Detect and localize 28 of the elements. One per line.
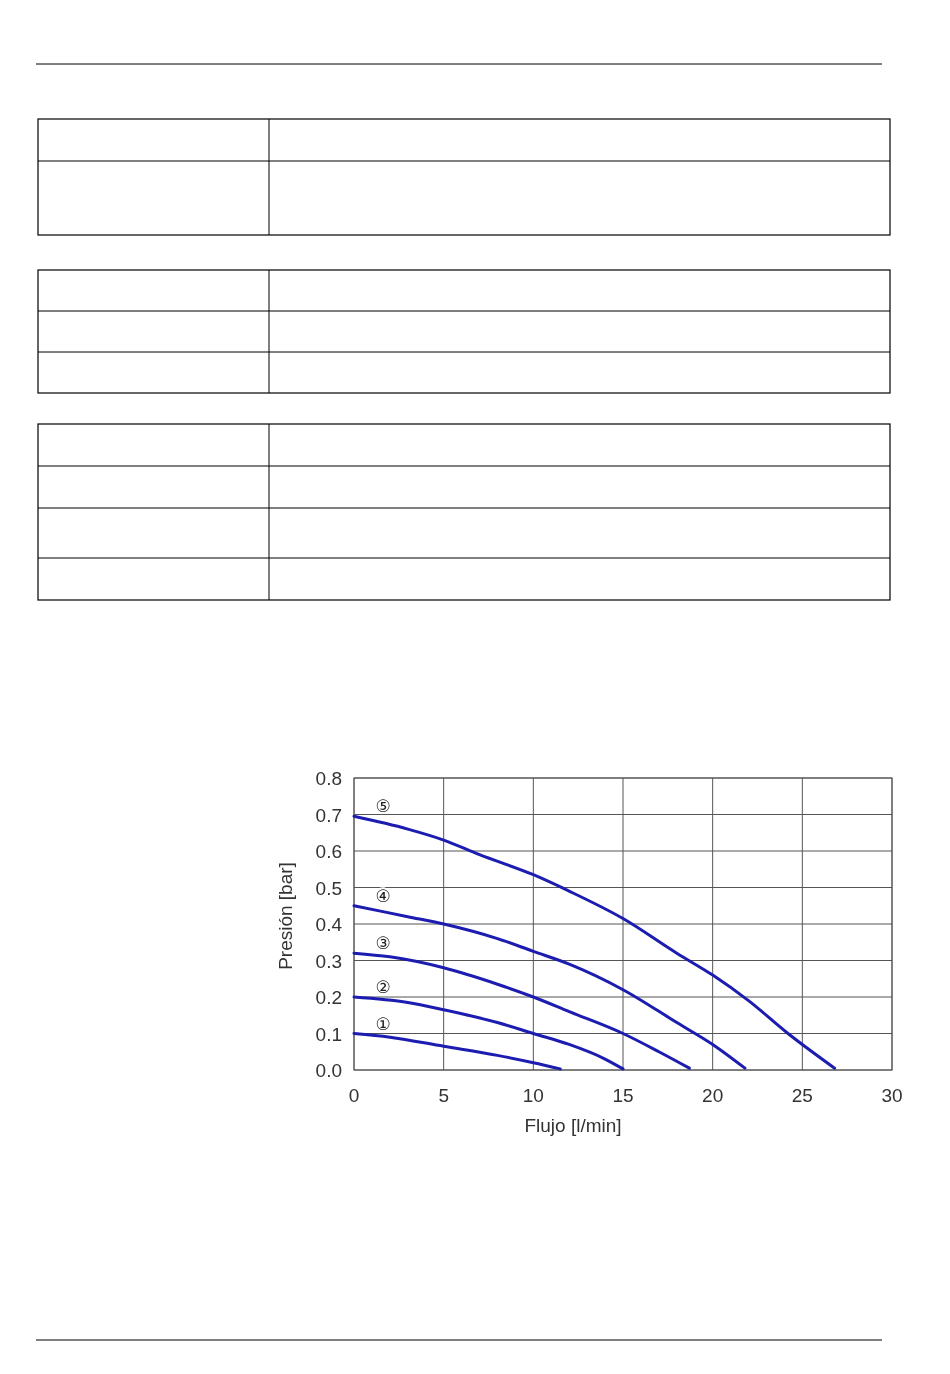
line-series (352, 951, 691, 1070)
x-tick-label: 25 (791, 1085, 813, 1106)
y-tick-label: 0.1 (315, 1023, 342, 1045)
y-tick-label: 0.5 (315, 877, 342, 899)
line-series (352, 904, 747, 1070)
y-tick-label: 0.7 (315, 804, 342, 826)
x-tick-label: 20 (702, 1085, 724, 1106)
series-label: ③ (375, 933, 391, 954)
x-tick-label: 30 (881, 1085, 903, 1106)
x-tick-label: 5 (438, 1085, 449, 1106)
series-label: ② (375, 977, 391, 997)
y-tick-label: 0.3 (315, 950, 342, 972)
x-axis-title: Flujo [l/min] (524, 1115, 622, 1136)
series-label: ① (375, 1013, 391, 1034)
series-label: ⑤ (375, 796, 391, 817)
y-tick-label: 0.2 (315, 987, 342, 1008)
y-tick-label: 0.6 (315, 841, 342, 862)
x-tick-label: 15 (612, 1085, 634, 1106)
line-series (352, 995, 625, 1071)
y-tick-label: 0.8 (315, 768, 342, 789)
series-label: ④ (375, 885, 391, 906)
x-tick-label: 10 (522, 1085, 544, 1106)
line-series (352, 814, 837, 1070)
x-tick-label: 0 (348, 1085, 360, 1106)
y-tick-label: 0.4 (315, 914, 343, 935)
y-tick-label: 0.0 (315, 1060, 342, 1081)
y-axis-title: Presión [bar] (275, 862, 296, 970)
line-series (352, 1032, 562, 1071)
